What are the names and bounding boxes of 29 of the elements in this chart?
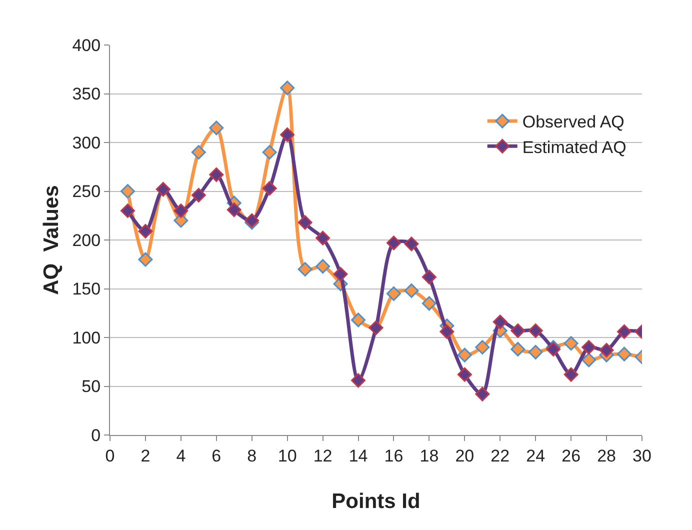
x-tick-label: 4 bbox=[176, 446, 186, 466]
y-tick-label: 50 bbox=[82, 377, 101, 396]
y-tick-label: 400 bbox=[72, 36, 101, 55]
x-tick-label: 30 bbox=[632, 446, 652, 466]
x-tick-label: 0 bbox=[105, 446, 115, 466]
x-tick-label: 16 bbox=[384, 446, 404, 466]
x-tick-label: 12 bbox=[313, 446, 332, 466]
x-tick-label: 8 bbox=[247, 446, 257, 466]
y-tick-label: 250 bbox=[72, 182, 101, 202]
x-tick-label: 26 bbox=[562, 446, 581, 466]
y-tick-label: 0 bbox=[91, 426, 101, 445]
x-tick-label: 10 bbox=[278, 446, 297, 466]
y-tick-label: 100 bbox=[72, 328, 101, 348]
x-tick-label: 28 bbox=[597, 446, 616, 466]
y-tick-label: 350 bbox=[72, 84, 101, 104]
x-tick-label: 22 bbox=[490, 446, 510, 466]
x-tick-label: 14 bbox=[348, 446, 368, 466]
y-tick-label: 200 bbox=[72, 230, 101, 250]
legend-label: Observed AQ bbox=[522, 112, 624, 132]
x-tick-label: 6 bbox=[212, 446, 222, 466]
x-tick-label: 24 bbox=[526, 446, 546, 466]
legend-label: Estimated AQ bbox=[522, 138, 626, 157]
x-tick-label: 18 bbox=[420, 446, 439, 466]
x-tick-label: 2 bbox=[140, 446, 150, 466]
x-tick-label: 20 bbox=[455, 446, 474, 466]
y-axis-title: AQ Values bbox=[40, 185, 63, 295]
y-tick-label: 300 bbox=[72, 133, 101, 152]
x-axis-title: Points Id bbox=[332, 490, 420, 513]
y-tick-label: 150 bbox=[72, 280, 101, 299]
